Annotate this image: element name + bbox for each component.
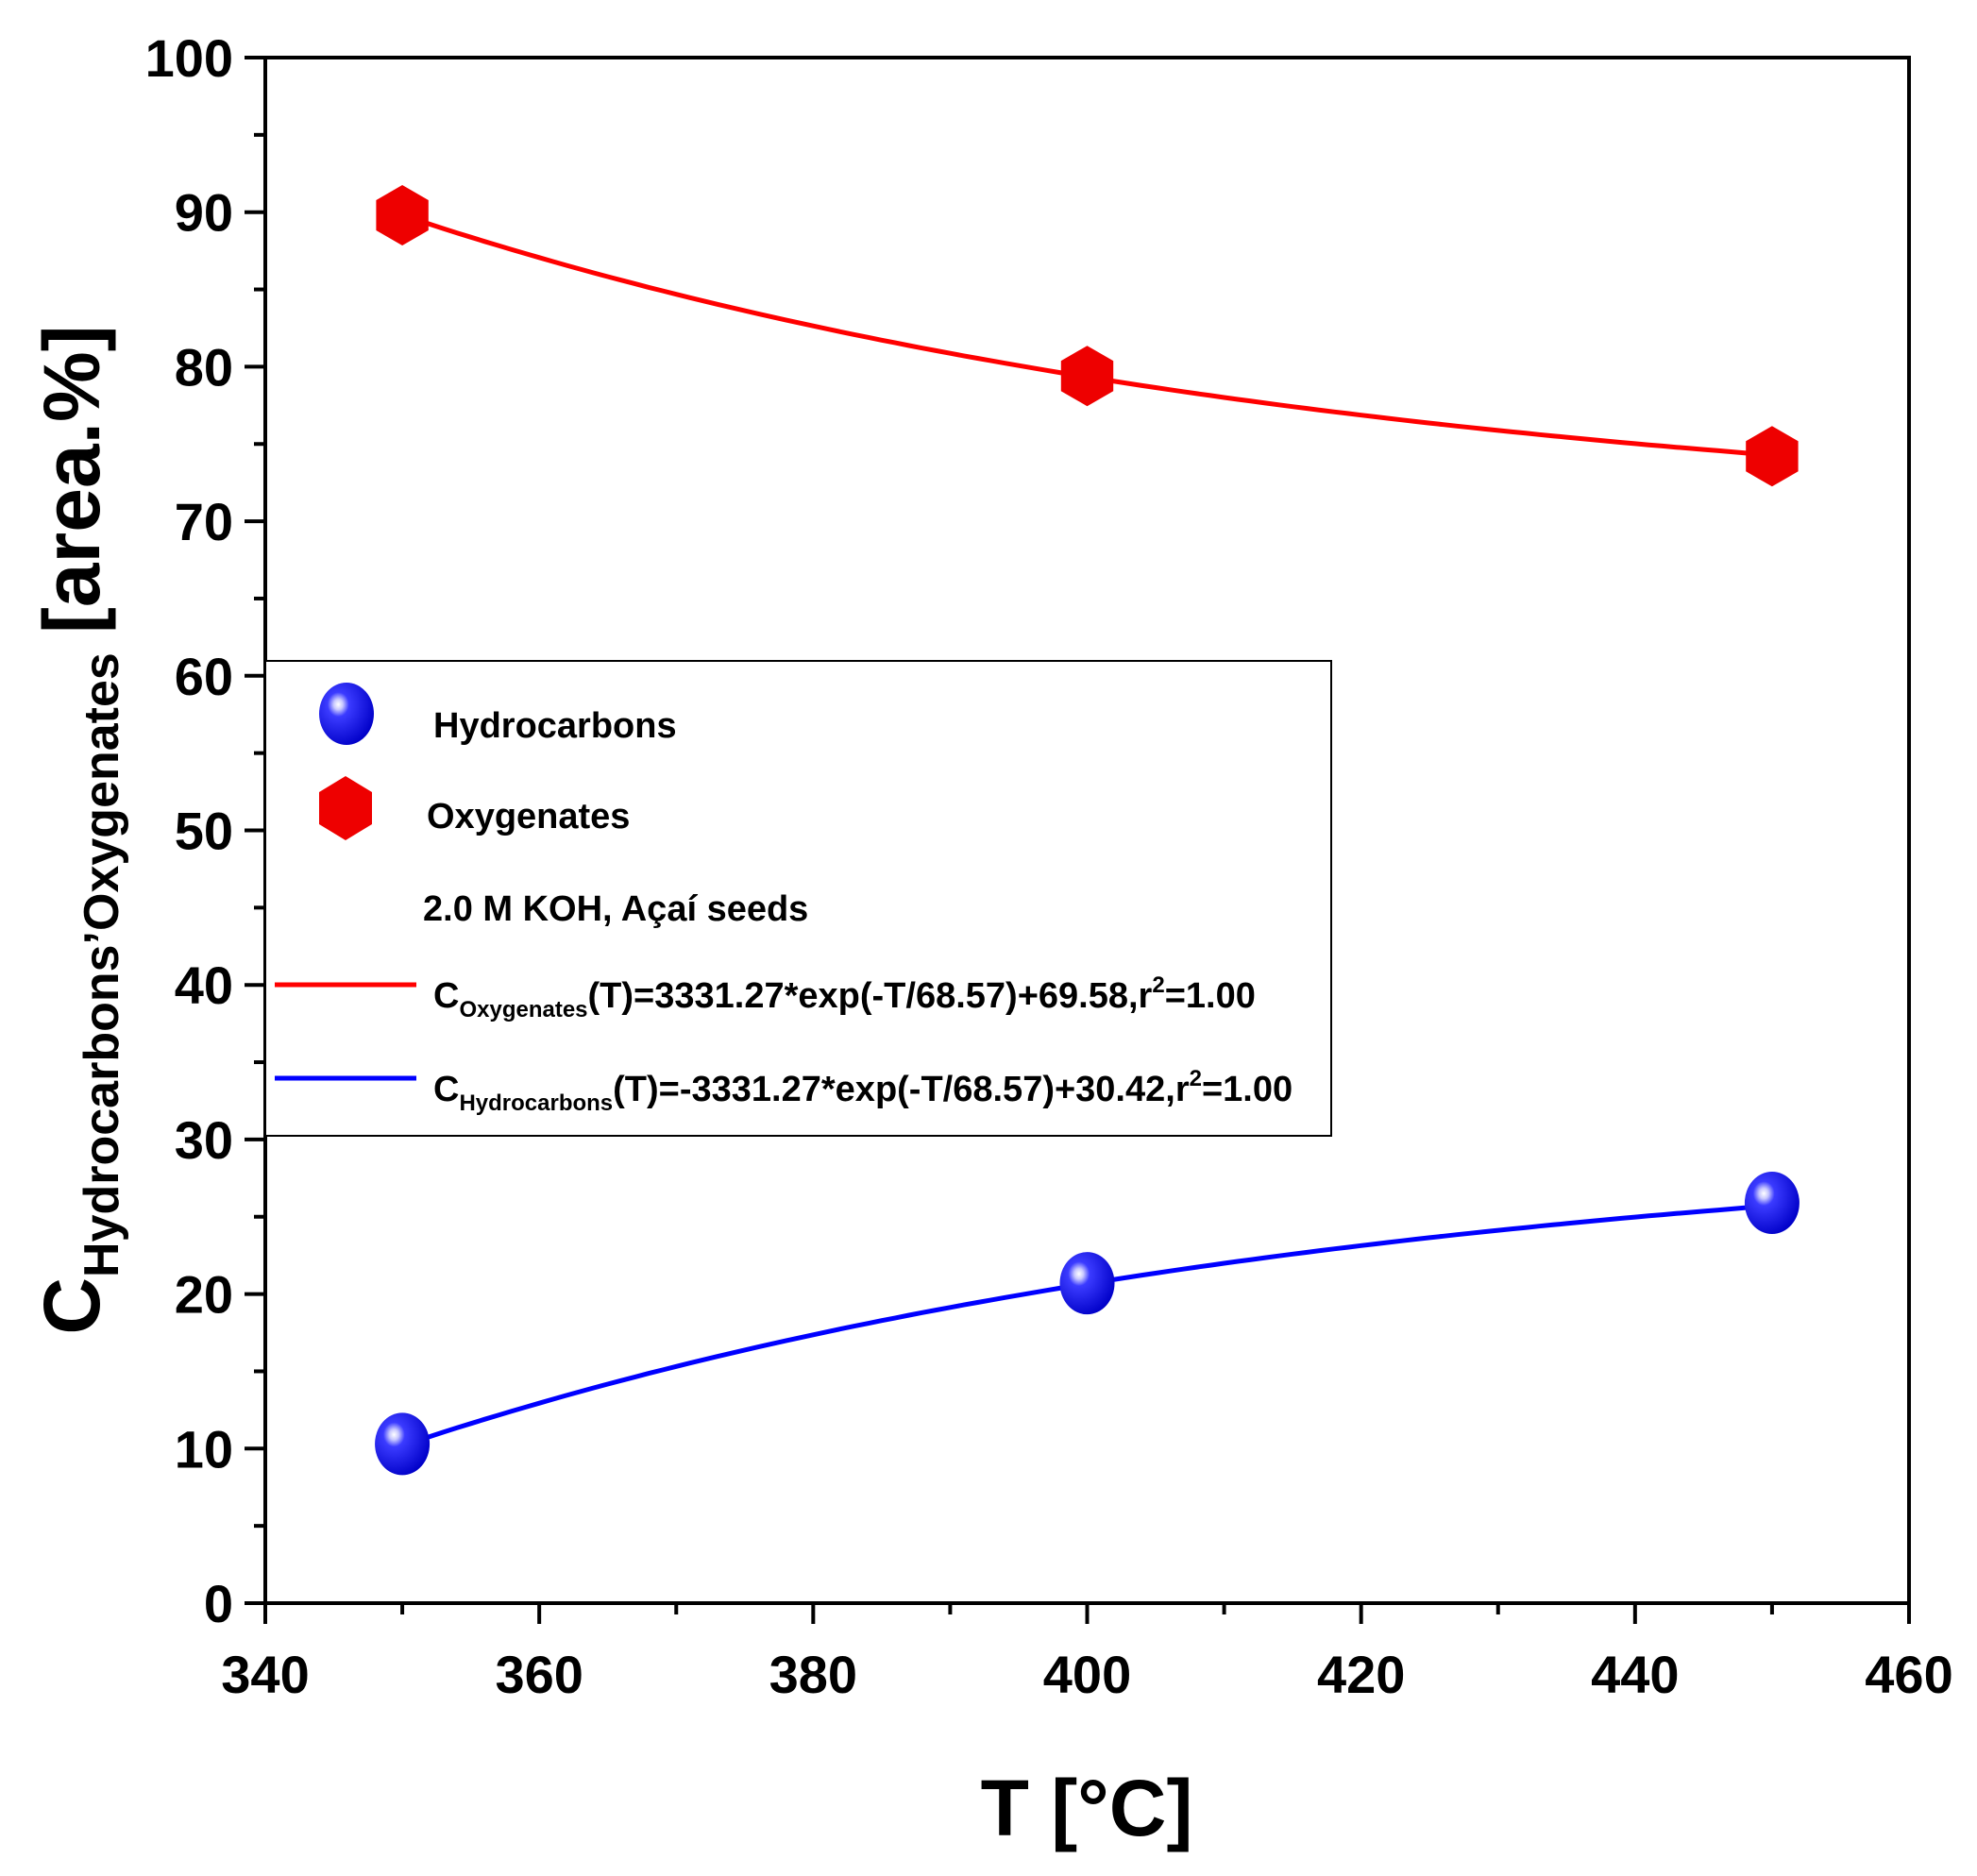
legend: Hydrocarbons Oxygenates 2.0 M KOH, Açaí … [264, 660, 1332, 1137]
x-tick-label: 400 [1043, 1645, 1131, 1704]
legend-box [264, 660, 1332, 1137]
fit-curve-line [401, 212, 1773, 458]
hydrocarbons-point [375, 1412, 431, 1476]
y-tick-label: 50 [175, 802, 233, 861]
y-axis-title-sub1: Hydrocarbons [75, 944, 129, 1277]
fit-curve-line [401, 1203, 1773, 1448]
legend-oxygenates-label: Oxygenates [427, 797, 630, 837]
hydrocarbons-point [1744, 1172, 1800, 1235]
y-axis-title-separator: ’ [75, 931, 129, 944]
oxygenates-point [376, 185, 429, 245]
x-tick-label: 360 [495, 1645, 583, 1704]
y-axis-title: CHydrocarbons’Oxygenates [area.%] [27, 325, 129, 1334]
x-axis-ticks: 340 360 380 400 420 440 460 [221, 1603, 1953, 1704]
legend-hydrocarbons-marker [319, 683, 374, 745]
legend-oxygenates-marker [319, 776, 372, 840]
y-tick-label: 70 [175, 492, 233, 551]
y-tick-label: 30 [175, 1110, 233, 1170]
legend-hydrocarbons-fit-label: CHydrocarbons(T)=-3331.27*exp(-T/68.57)+… [433, 1066, 1293, 1116]
x-tick-label: 420 [1317, 1645, 1405, 1704]
y-axis-ticks: 0 10 20 30 40 50 60 70 80 90 100 [145, 28, 265, 1633]
legend-hydrocarbons-label: Hydrocarbons [433, 706, 677, 746]
x-tick-label: 340 [221, 1645, 309, 1704]
y-tick-label: 20 [175, 1265, 233, 1325]
x-tick-label: 440 [1591, 1645, 1679, 1704]
legend-oxygenates-fit-label: COxygenates(T)=3331.27*exp(-T/68.57)+69.… [433, 972, 1256, 1023]
y-tick-label: 60 [175, 647, 233, 706]
oxygenates-point [1060, 346, 1114, 407]
y-tick-label: 90 [175, 183, 233, 243]
y-axis-title-unit: [area.%] [27, 325, 116, 634]
data-points [375, 185, 1800, 1476]
x-axis-title: T [°C] [981, 1764, 1193, 1852]
y-tick-label: 40 [175, 955, 233, 1015]
y-tick-label: 80 [175, 337, 233, 397]
y-tick-label: 0 [204, 1574, 233, 1633]
y-tick-label: 10 [175, 1419, 233, 1479]
y-axis-title-base: C [27, 1277, 116, 1335]
y-tick-label: 100 [145, 28, 233, 88]
y-axis-title-sub2: Oxygenates [75, 652, 129, 931]
hydrocarbons-point [1059, 1252, 1115, 1315]
x-tick-label: 380 [769, 1645, 857, 1704]
x-tick-label: 460 [1865, 1645, 1952, 1704]
oxygenates-point [1746, 426, 1799, 487]
legend-note: 2.0 M KOH, Açaí seeds [423, 889, 808, 929]
